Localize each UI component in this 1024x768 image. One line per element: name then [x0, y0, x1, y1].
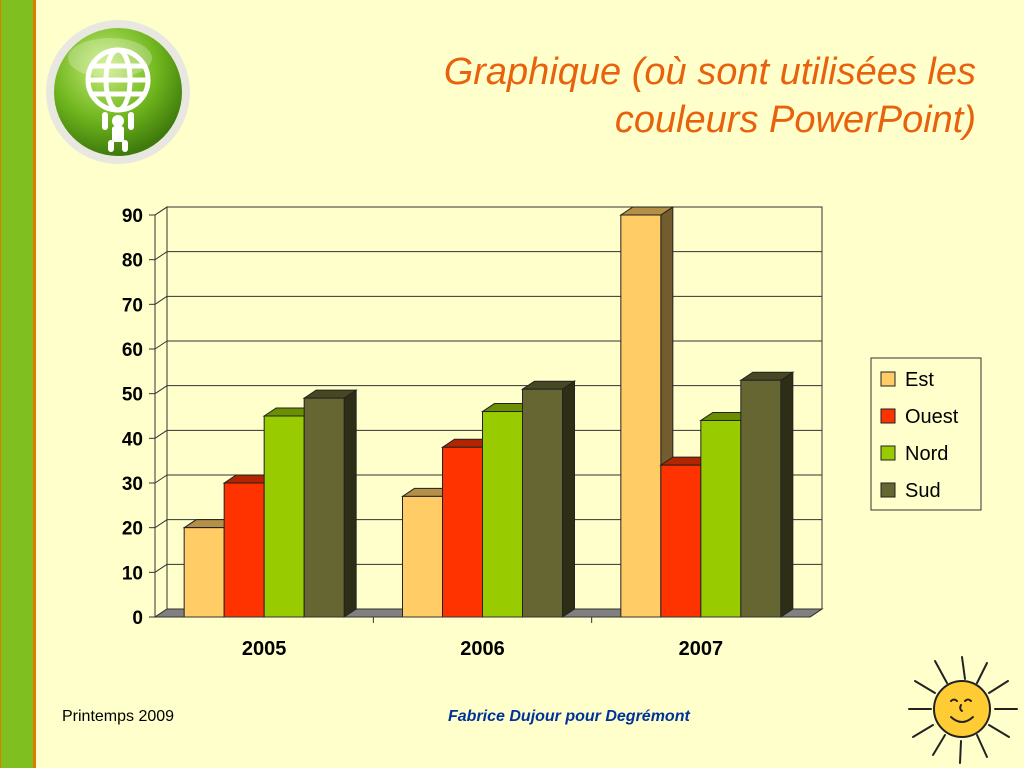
y-tick-label: 60 — [122, 340, 143, 361]
bar — [660, 464, 702, 618]
globe-logo-icon — [46, 20, 190, 164]
bar — [442, 446, 483, 618]
bar — [402, 495, 443, 618]
y-tick-label: 70 — [122, 295, 143, 316]
bar-side — [343, 389, 357, 618]
legend-label: Ouest — [905, 406, 959, 428]
bar — [303, 397, 345, 618]
bar — [700, 419, 742, 618]
legend-label: Est — [905, 369, 934, 391]
legend-swatch — [880, 408, 896, 424]
bar — [620, 214, 662, 618]
gridline-side — [154, 519, 168, 529]
y-tick-label: 10 — [122, 563, 143, 584]
y-tick-label: 80 — [122, 251, 143, 272]
y-tick-label: 30 — [122, 474, 143, 495]
gridline-side — [154, 429, 168, 439]
legend-label: Sud — [905, 480, 941, 502]
y-tick-label: 40 — [122, 429, 143, 450]
left-accent-bar — [0, 0, 36, 768]
footer-date: Printemps 2009 — [62, 708, 175, 725]
gridline-side — [154, 206, 168, 216]
bar — [522, 388, 563, 618]
y-tick-label: 20 — [122, 519, 143, 540]
y-tick-label: 50 — [122, 385, 143, 406]
bar — [482, 411, 523, 618]
bar — [183, 527, 225, 618]
y-tick-label: 90 — [122, 206, 143, 227]
legend-swatch — [880, 371, 896, 387]
bar-side — [780, 371, 794, 618]
sun-icon — [908, 656, 1018, 764]
legend-swatch — [880, 482, 896, 498]
bar — [223, 482, 265, 618]
gridline-side — [154, 340, 168, 350]
gridline-side — [154, 385, 168, 395]
x-axis-depth — [809, 608, 823, 618]
legend-swatch — [880, 445, 896, 461]
slide-title-line1: Graphique (où sont utilisées les — [443, 51, 976, 93]
footer-author: Fabrice Dujour pour Degrémont — [448, 708, 690, 725]
gridline-side — [154, 295, 168, 305]
x-tick-label: 2007 — [679, 638, 724, 660]
slide-title: Graphique (où sont utilisées les couleur… — [276, 48, 976, 144]
slide-title-line2: couleurs PowerPoint) — [614, 99, 976, 141]
bar-side — [562, 380, 575, 618]
gridline-side — [154, 251, 168, 261]
y-tick-label: 0 — [132, 608, 143, 629]
x-tick-label: 2005 — [242, 638, 287, 660]
gridline-side — [154, 563, 168, 573]
legend-label: Nord — [905, 443, 948, 465]
bar — [740, 379, 782, 618]
gridline-side — [154, 474, 168, 484]
chart-side-wall — [154, 206, 168, 618]
x-tick-label: 2006 — [460, 638, 505, 660]
bar — [263, 415, 305, 618]
